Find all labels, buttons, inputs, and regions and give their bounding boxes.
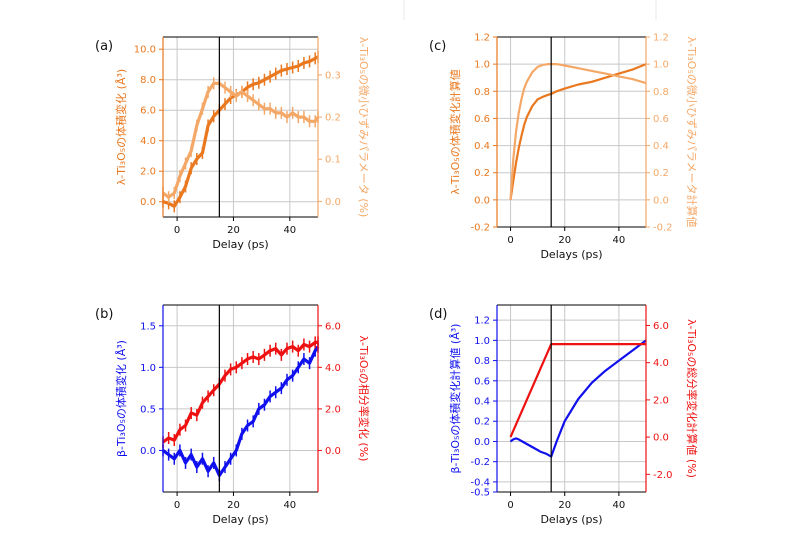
y-tick-label-left: 0.0 bbox=[474, 195, 490, 206]
chart-panel: 0 20 40 0.0 0.5 1.0 1.5 0.0 2.0 4.0 6.0 Delay (ps) β… bbox=[95, 304, 371, 526]
y-tick-label-left: -0.4 bbox=[470, 477, 490, 488]
y-tick-label-right: 6.0 bbox=[325, 321, 341, 332]
y-tick-label-left: 0.0 bbox=[140, 197, 156, 208]
x-axis-label: Delays (ps) bbox=[540, 248, 602, 261]
panel-label: (c) bbox=[429, 39, 446, 54]
y-tick-label-left: 1.0 bbox=[140, 363, 156, 374]
y-tick-label-left: 0.8 bbox=[474, 87, 490, 98]
y-tick-label-right: 2.0 bbox=[653, 395, 669, 406]
x-tick-label: 40 bbox=[613, 500, 626, 511]
y-axis-label-left: λ-Ti₃O₅の体積変化 (Å³) bbox=[114, 69, 128, 185]
y-tick-label-left: 0.8 bbox=[474, 356, 490, 367]
panel-label: (d) bbox=[429, 307, 447, 322]
x-axis-label: Delays (ps) bbox=[540, 513, 602, 526]
y-axis-label-right: λ-Ti₃O₅の微小ひずみパラメータ (%) bbox=[357, 37, 371, 218]
y-tick-label-left: 0.6 bbox=[474, 376, 490, 387]
x-tick-label: 20 bbox=[558, 235, 571, 246]
x-tick-label: 40 bbox=[613, 235, 626, 246]
panel-label: (b) bbox=[95, 307, 113, 322]
x-tick-label: 0 bbox=[507, 235, 513, 246]
y-tick-label-right: 0.4 bbox=[653, 141, 669, 152]
y-axis-label-right: λ-Ti₃O₅の総分率変化計算値 (%) bbox=[685, 319, 699, 478]
y-tick-label-left: 6.0 bbox=[140, 106, 156, 117]
chart-panel: 0 20 40 0.0 2.0 4.0 6.0 8.0 10.0 0.0 0.1 0.2 0.3 Dela… bbox=[95, 36, 371, 251]
x-tick-label: 20 bbox=[227, 500, 240, 511]
x-tick-label: 20 bbox=[227, 225, 240, 236]
x-axis-label: Delay (ps) bbox=[212, 513, 268, 526]
y-tick-label-right: 2.0 bbox=[325, 404, 341, 415]
y-tick-label-right: 0.2 bbox=[653, 168, 669, 179]
y-tick-label-right: 4.0 bbox=[325, 363, 341, 374]
series-line-left bbox=[509, 339, 647, 458]
x-tick-label: 0 bbox=[174, 225, 180, 236]
y-tick-label-left: 4.0 bbox=[140, 136, 156, 147]
y-tick-label-left: 0.2 bbox=[474, 417, 490, 428]
x-axis-label: Delay (ps) bbox=[212, 238, 268, 251]
y-tick-label-right: -2.0 bbox=[653, 470, 673, 481]
panel-label: (a) bbox=[95, 39, 113, 54]
y-tick-label-right: 0.3 bbox=[325, 70, 341, 81]
series-line-left bbox=[509, 63, 647, 201]
y-tick-label-left: 0.4 bbox=[474, 397, 490, 408]
y-tick-label-left: 0.4 bbox=[474, 141, 490, 152]
y-tick-label-left: -0.2 bbox=[470, 223, 490, 234]
y-tick-label-right: 0.0 bbox=[653, 195, 669, 206]
y-tick-label-left: 8.0 bbox=[140, 75, 156, 86]
y-tick-label-left: 1.0 bbox=[474, 60, 490, 71]
y-axis-label-left: β-Ti₃O₅の体積変化 (Å³) bbox=[114, 340, 128, 457]
x-tick-label: 40 bbox=[283, 225, 296, 236]
y-tick-label-right: 0.0 bbox=[653, 433, 669, 444]
y-axis-label-left: β-Ti₃O₅の体積変化計算値 (Å³) bbox=[448, 324, 462, 474]
y-axis-label-right: λ-Ti₃O₅の微小ひずみパラメータ計算値 bbox=[685, 36, 699, 227]
y-tick-label-right: 0.8 bbox=[653, 87, 669, 98]
x-tick-label: 40 bbox=[283, 500, 296, 511]
y-tick-label-left: 0.5 bbox=[140, 404, 156, 415]
y-tick-label-right: 0.6 bbox=[653, 114, 669, 125]
y-tick-label-right: 4.0 bbox=[653, 358, 669, 369]
y-tick-label-right: 6.0 bbox=[653, 321, 669, 332]
y-tick-label-left: -0.2 bbox=[470, 457, 490, 468]
x-tick-label: 0 bbox=[174, 500, 180, 511]
y-tick-label-left: -0.5 bbox=[470, 488, 490, 499]
y-tick-label-left: 0.2 bbox=[474, 168, 490, 179]
y-tick-label-right: 1.2 bbox=[653, 33, 669, 44]
y-tick-label-left: 1.2 bbox=[474, 316, 490, 327]
y-tick-label-left: 0.0 bbox=[474, 437, 490, 448]
y-tick-label-right: 0.0 bbox=[325, 446, 341, 457]
x-tick-label: 20 bbox=[558, 500, 571, 511]
y-tick-label-left: 0.6 bbox=[474, 114, 490, 125]
y-tick-label-right: -0.2 bbox=[653, 223, 673, 234]
y-tick-label-left: 2.0 bbox=[140, 167, 156, 178]
y-axis-label-right: λ-Ti₃O₅の相分率変化 (%) bbox=[357, 336, 371, 462]
x-tick-label: 0 bbox=[507, 500, 513, 511]
series-line-right bbox=[509, 62, 647, 200]
y-axis-label-left: λ-Ti₃O₅の体積変化計算値 bbox=[448, 69, 462, 194]
y-tick-label-left: 1.0 bbox=[474, 336, 490, 347]
series-line-right bbox=[509, 343, 646, 438]
chart-panel: 0 20 40 -0.2 0.0 0.2 0.4 0.6 0.8 1.0 1.2 -0.2 0.0 0.2… bbox=[429, 33, 699, 262]
y-tick-label-right: 1.0 bbox=[653, 60, 669, 71]
y-tick-label-right: 0.2 bbox=[325, 113, 341, 124]
y-tick-label-left: 1.2 bbox=[474, 33, 490, 44]
y-tick-label-left: 0.0 bbox=[140, 446, 156, 457]
y-tick-label-left: 1.5 bbox=[140, 321, 156, 332]
y-tick-label-right: 0.0 bbox=[325, 197, 341, 208]
chart-panel: 0 20 40 -0.5-0.4 -0.2 0.0 0.2 0.4 0.6 0.8 1.0 1.2 -2… bbox=[429, 304, 699, 526]
y-tick-label-right: 0.1 bbox=[325, 155, 341, 166]
y-tick-label-left: 10.0 bbox=[134, 45, 156, 56]
